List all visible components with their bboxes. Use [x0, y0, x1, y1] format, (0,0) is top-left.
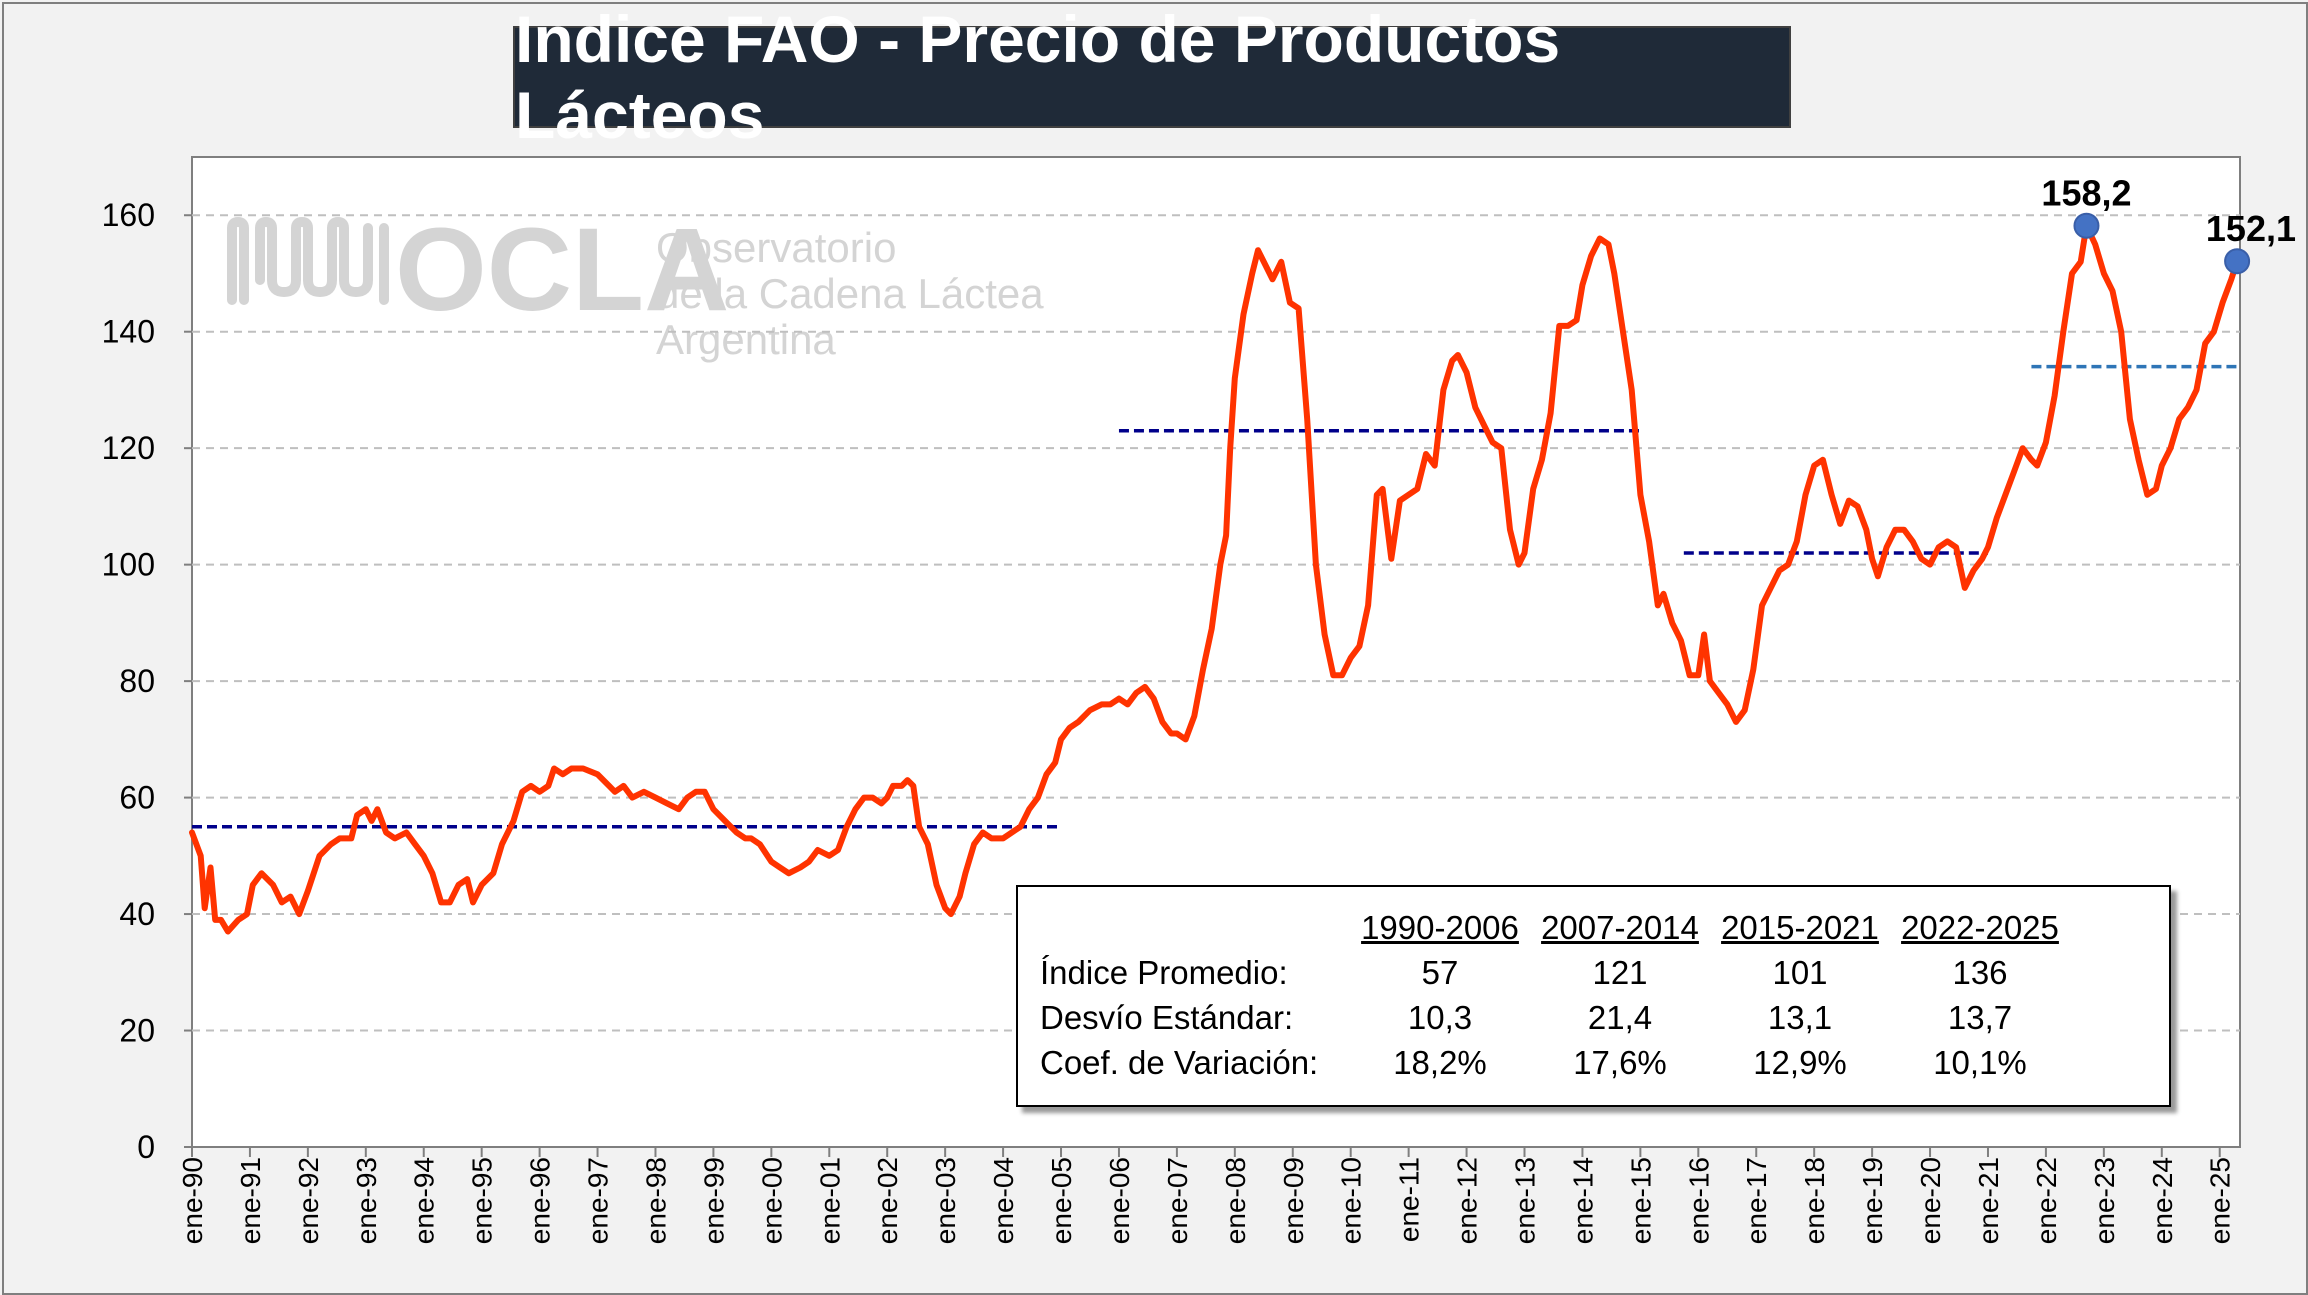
y-tick-label: 80	[119, 663, 155, 699]
y-tick-label: 60	[119, 780, 155, 816]
stats-header-2015-2021: 2015-2021	[1721, 908, 1879, 946]
stats-header-2022-2025: 2022-2025	[1901, 908, 2059, 946]
x-tick-label: ene-04	[988, 1157, 1019, 1244]
x-tick-label: ene-03	[930, 1157, 961, 1244]
x-tick-label: ene-21	[1973, 1157, 2004, 1244]
x-tick-label: ene-09	[1278, 1157, 1309, 1244]
stats-corner	[1040, 905, 1350, 950]
stats-header-1990-2006: 1990-2006	[1361, 908, 1519, 946]
watermark-line2: de la Cadena Láctea	[656, 270, 1044, 317]
x-tick-label: ene-13	[1510, 1157, 1541, 1244]
x-tick-label: ene-10	[1336, 1157, 1367, 1244]
y-tick-label: 40	[119, 896, 155, 932]
peak-annotations: 158,2 152,1	[2041, 173, 2296, 275]
x-tick-label: ene-07	[1162, 1157, 1193, 1244]
peak-marker	[2224, 248, 2251, 275]
stats-cell: 21,4	[1587, 998, 1653, 1036]
stats-row-coef-variacion: Coef. de Variación: 18,2% 17,6% 12,9% 10…	[1040, 1040, 2070, 1085]
stats-row-desvio-estandar: Desvío Estándar: 10,3 21,4 13,1 13,7	[1040, 995, 2070, 1040]
x-tick-label: ene-05	[1046, 1157, 1077, 1244]
x-tick-label: ene-95	[467, 1157, 498, 1244]
x-tick-label: ene-23	[2089, 1157, 2120, 1244]
peak-label: 158,2	[2041, 173, 2131, 214]
x-tick-label: ene-17	[1741, 1157, 1772, 1244]
x-tick-label: ene-25	[2205, 1157, 2236, 1244]
x-tick-label: ene-90	[177, 1157, 208, 1244]
y-tick-label: 100	[102, 547, 155, 583]
stats-cell: 13,7	[1947, 998, 2013, 1036]
peak-label: 152,1	[2206, 208, 2296, 249]
stats-header-2007-2014: 2007-2014	[1541, 908, 1699, 946]
x-tick-label: ene-20	[1915, 1157, 1946, 1244]
stats-table-box: 1990-2006 2007-2014 2015-2021 2022-2025 …	[1016, 885, 2171, 1107]
stats-table: 1990-2006 2007-2014 2015-2021 2022-2025 …	[1040, 905, 2070, 1085]
series-group	[189, 222, 2241, 935]
x-tick-label: ene-96	[525, 1157, 556, 1244]
stats-cell: 57	[1421, 953, 1459, 991]
x-tick-label: ene-12	[1452, 1157, 1483, 1244]
x-tick-label: ene-15	[1625, 1157, 1656, 1244]
stats-row-label: Índice Promedio:	[1040, 953, 1288, 991]
ocla-watermark: OCLA Observatorio de la Cadena Láctea Ar…	[227, 204, 1044, 363]
x-tick-label: ene-14	[1567, 1157, 1598, 1244]
stats-cell: 10,1%	[1933, 1043, 2027, 1081]
x-tick-label: ene-01	[814, 1157, 845, 1244]
y-tick-label: 0	[137, 1129, 155, 1165]
x-tick-label: ene-94	[409, 1157, 440, 1244]
x-axis: ene-90 ene-91 ene-92 ene-93 ene-94 ene-95 ene-…	[177, 1147, 2236, 1244]
x-tick-label: ene-08	[1220, 1157, 1251, 1244]
x-tick-label: ene-22	[2031, 1157, 2062, 1244]
x-tick-label: ene-93	[351, 1157, 382, 1244]
peak-marker	[2073, 212, 2100, 239]
x-tick-label: ene-91	[235, 1157, 266, 1244]
stats-cell: 101	[1772, 953, 1828, 991]
x-tick-label: ene-16	[1683, 1157, 1714, 1244]
ocla-logo-icon	[227, 216, 389, 305]
y-tick-label: 20	[119, 1013, 155, 1049]
stats-row-label: Desvío Estándar:	[1040, 998, 1294, 1036]
watermark-line3: Argentina	[656, 316, 836, 363]
x-tick-label: ene-02	[872, 1157, 903, 1244]
x-tick-label: ene-19	[1857, 1157, 1888, 1244]
stats-cell: 136	[1952, 953, 2008, 991]
y-tick-label: 140	[102, 314, 155, 350]
x-tick-label: ene-06	[1104, 1157, 1135, 1244]
series-line-0	[189, 222, 2241, 935]
x-tick-label: ene-24	[2147, 1157, 2178, 1244]
watermark-name: OCLA	[395, 204, 729, 336]
x-tick-label: ene-18	[1799, 1157, 1830, 1244]
x-tick-label: ene-99	[698, 1157, 729, 1244]
y-axis: 0 20 40 60 80 100 120 140 160	[102, 197, 192, 1165]
stats-header-row: 1990-2006 2007-2014 2015-2021 2022-2025	[1040, 905, 2070, 950]
x-tick-label: ene-11	[1394, 1157, 1425, 1242]
stats-cell: 10,3	[1407, 998, 1473, 1036]
stats-row-label: Coef. de Variación:	[1040, 1043, 1319, 1081]
x-tick-label: ene-92	[293, 1157, 324, 1244]
stats-cell: 12,9%	[1753, 1043, 1847, 1081]
stats-row-indice-promedio: Índice Promedio: 57 121 101 136	[1040, 950, 2070, 995]
x-tick-label: ene-97	[583, 1157, 614, 1244]
watermark-line1: Observatorio	[656, 224, 896, 271]
stats-cell: 121	[1592, 953, 1648, 991]
stats-cell: 13,1	[1767, 998, 1833, 1036]
x-tick-label: ene-00	[756, 1157, 787, 1244]
stats-cell: 18,2%	[1393, 1043, 1487, 1081]
y-tick-label: 120	[102, 430, 155, 466]
x-tick-label: ene-98	[640, 1157, 671, 1244]
stats-cell: 17,6%	[1573, 1043, 1667, 1081]
chart-title: Indice FAO - Precio de Productos Lácteos	[513, 2, 1791, 152]
y-tick-label: 160	[102, 197, 155, 233]
